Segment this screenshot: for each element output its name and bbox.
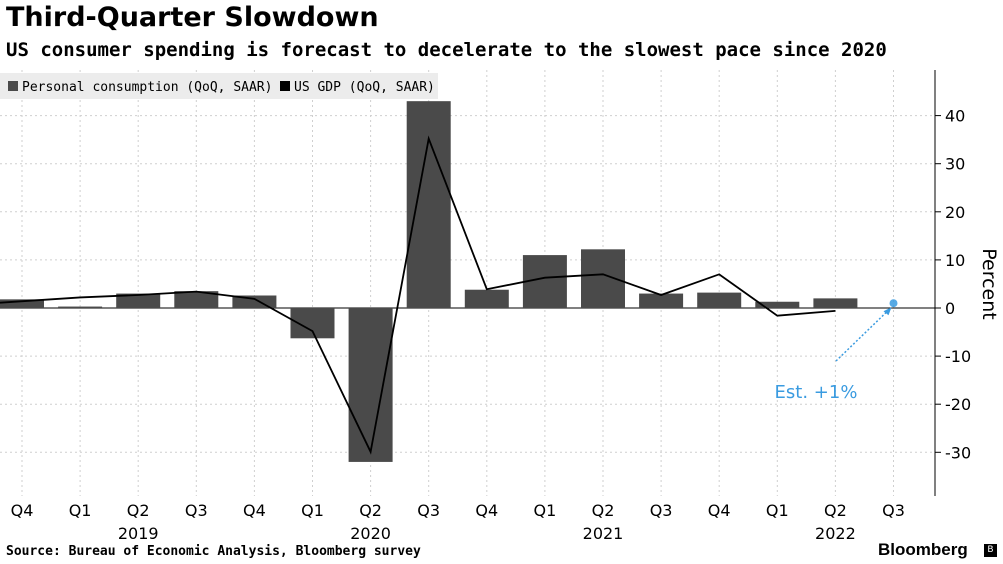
- bar-series: [0, 101, 858, 462]
- bar: [464, 289, 509, 308]
- estimate-arrow-line: [835, 308, 891, 362]
- bar: [639, 293, 684, 308]
- legend-label: Personal consumption (QoQ, SAAR): [22, 80, 272, 95]
- y-tick-label: 30: [945, 155, 965, 174]
- line-series: [0, 135, 836, 455]
- estimate-label: Est. +1%: [775, 382, 858, 403]
- legend-swatch: [280, 81, 290, 91]
- x-tick-label: Q4: [11, 501, 34, 520]
- x-tick-label: Q1: [766, 501, 789, 520]
- y-tick-label: 10: [945, 251, 965, 270]
- chart-title: Third-Quarter Slowdown: [6, 2, 379, 33]
- y-tick-label: 40: [945, 107, 965, 126]
- x-tick-label: Q1: [301, 501, 324, 520]
- x-tick-label: Q1: [534, 501, 557, 520]
- x-tick-label: Q3: [882, 501, 905, 520]
- brand-logo: Bloomberg: [878, 540, 968, 559]
- x-year-label: 2020: [350, 524, 391, 543]
- source-note: Source: Bureau of Economic Analysis, Blo…: [6, 544, 421, 559]
- x-tick-label: Q2: [359, 501, 382, 520]
- gdp-line: [0, 135, 836, 455]
- legend-label: US GDP (QoQ, SAAR): [294, 80, 435, 95]
- bar: [813, 298, 858, 308]
- x-tick-label: Q3: [650, 501, 673, 520]
- y-axis: -30 -20 -10 0 10 20 30 40 Percent: [934, 70, 1000, 496]
- bar: [174, 291, 219, 308]
- x-tick-label: Q4: [475, 501, 498, 520]
- x-tick-label: Q2: [127, 501, 150, 520]
- x-tick-label: Q4: [708, 501, 731, 520]
- legend-swatch: [8, 81, 18, 91]
- bar: [406, 101, 451, 308]
- x-tick-label: Q2: [592, 501, 615, 520]
- estimate-point: [889, 299, 898, 308]
- x-axis: Q4 Q1 Q2 Q3 Q4 Q1 Q2 Q3 Q4 Q1 Q2 Q3 Q4 Q1 Q2 Q3 2019 2020…: [11, 501, 905, 543]
- chart-subtitle: US consumer spending is forecast to dece…: [6, 39, 887, 61]
- legend: Personal consumption (QoQ, SAAR) US GDP (…: [0, 73, 438, 99]
- legend-box: [0, 73, 438, 99]
- bar: [348, 308, 393, 462]
- x-year-label: 2019: [118, 524, 159, 543]
- x-year-label: 2021: [583, 524, 624, 543]
- bar: [522, 255, 567, 308]
- x-year-label: 2022: [815, 524, 856, 543]
- y-tick-label: 20: [945, 203, 965, 222]
- x-tick-label: Q4: [243, 501, 266, 520]
- y-tick-label: -20: [945, 395, 971, 414]
- bar: [581, 249, 625, 308]
- x-tick-label: Q2: [824, 501, 847, 520]
- bar: [755, 301, 800, 308]
- x-tick-label: Q3: [185, 501, 208, 520]
- estimate-annotation: Est. +1%: [775, 299, 898, 403]
- y-tick-label: -30: [945, 443, 971, 462]
- y-axis-label: Percent: [978, 248, 1000, 320]
- bar: [58, 306, 103, 308]
- estimate-arrowhead: [883, 307, 892, 316]
- x-tick-label: Q3: [417, 501, 440, 520]
- bar: [0, 299, 44, 308]
- y-tick-label: 0: [945, 299, 955, 318]
- y-tick-label: -10: [945, 347, 971, 366]
- bar: [116, 293, 161, 308]
- bar: [697, 292, 742, 308]
- gridlines: [0, 70, 935, 496]
- x-tick-label: Q1: [69, 501, 92, 520]
- bloomberg-icon: B: [984, 544, 997, 557]
